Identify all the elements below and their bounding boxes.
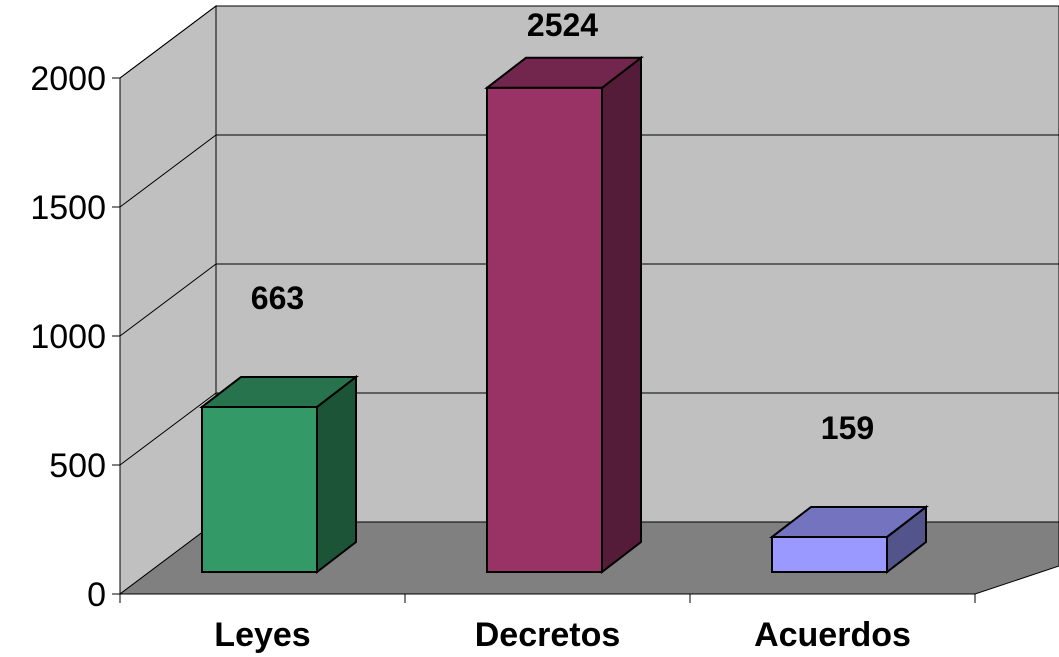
bar-decretos-top bbox=[484, 56, 644, 89]
bar-leyes-side bbox=[316, 374, 357, 575]
bar-decretos-side bbox=[601, 55, 642, 575]
bar-leyes-top bbox=[199, 375, 359, 408]
x-category-label-acuerdos: Acuerdos bbox=[754, 616, 911, 654]
data-label-acuerdos: 159 bbox=[821, 410, 874, 446]
y-tick-label: 1500 bbox=[30, 189, 106, 227]
bar-leyes-front bbox=[201, 405, 318, 573]
labels: 663 Leyes 2524 Decretos 159 Acuerdos bbox=[214, 7, 911, 654]
gridline bbox=[119, 263, 1059, 337]
gridline bbox=[119, 134, 1059, 208]
axes: 0 500 1000 1500 2000 bbox=[30, 60, 976, 614]
y-tick-label: 1000 bbox=[30, 318, 106, 356]
gridline bbox=[119, 392, 1059, 466]
bar-acuerdos-front bbox=[771, 535, 888, 573]
data-label-leyes: 663 bbox=[251, 280, 304, 316]
bars bbox=[199, 55, 929, 575]
y-tick-label: 2000 bbox=[30, 60, 106, 98]
gridline bbox=[119, 5, 1059, 79]
y-tick-label: 500 bbox=[49, 447, 106, 485]
x-category-label-leyes: Leyes bbox=[214, 616, 310, 654]
bar-acuerdos-top bbox=[769, 505, 929, 538]
data-label-decretos: 2524 bbox=[527, 7, 598, 43]
bar-decretos-front bbox=[486, 86, 603, 573]
x-category-label-decretos: Decretos bbox=[475, 616, 621, 654]
gridlines bbox=[119, 5, 1059, 466]
y-tick-label: 0 bbox=[87, 576, 106, 614]
